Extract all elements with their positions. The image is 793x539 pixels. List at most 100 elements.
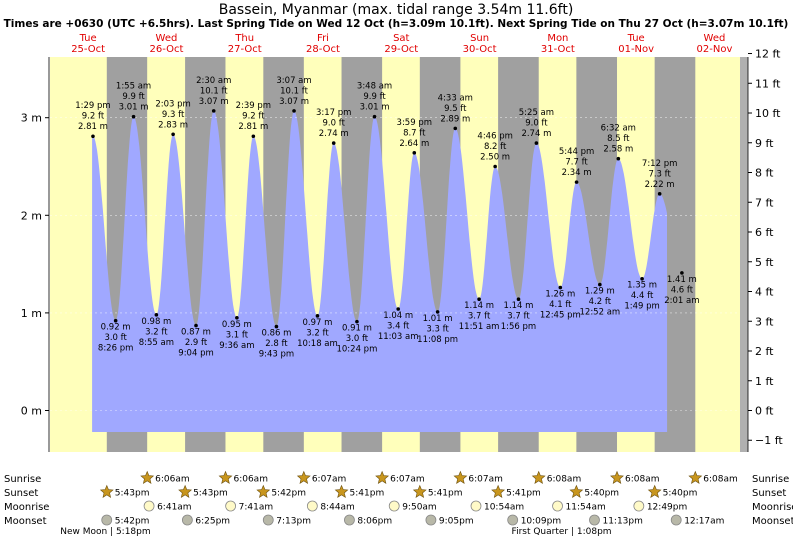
high-tide-m: 2.22 m — [645, 180, 675, 190]
low-tide-time: 8:26 pm — [98, 344, 133, 354]
right-tick-label: 0 ft — [755, 405, 774, 418]
high-tide-m: 2.34 m — [562, 168, 592, 178]
sun-star-icon — [531, 470, 546, 484]
high-tide-m: 2.89 m — [440, 114, 470, 124]
astro-time: 9:05pm — [439, 517, 474, 527]
sun-star-icon — [256, 484, 271, 498]
day-date: 02-Nov — [697, 44, 733, 55]
low-tide-dot — [274, 324, 279, 329]
high-tide-time: 2:39 pm — [236, 101, 271, 111]
left-tick-label: 0 m — [21, 405, 42, 418]
sun-star-icon — [375, 470, 390, 484]
tide-curve — [92, 110, 668, 433]
astro-time: 6:06am — [233, 475, 267, 485]
low-tide-m: 0.95 m — [222, 320, 252, 330]
high-tide-ft: 9.2 ft — [82, 112, 105, 122]
gridlines — [50, 117, 740, 411]
high-tide-m: 2.83 m — [158, 120, 188, 130]
high-tide-dot — [292, 109, 296, 113]
low-tide-time: 11:51 am — [459, 322, 500, 332]
high-tide-ft: 9.9 ft — [122, 92, 145, 102]
astro-time: 7:41am — [239, 503, 274, 513]
astro-time: 6:41am — [157, 503, 192, 513]
moonset-icon — [181, 514, 193, 526]
astro-rows: Sunrise Sunrise 6:06am 6:06am 6:07am 6:07am 6:… — [4, 470, 793, 537]
low-tide-time: 8:55 am — [139, 338, 174, 348]
high-tide-m: 3.07 m — [279, 97, 309, 107]
right-tick-label: −1 ft — [755, 434, 783, 447]
row-label-right: Sunset — [752, 488, 786, 499]
low-tide-dot — [396, 307, 400, 311]
high-tide-dot — [453, 126, 458, 131]
low-tide-m: 1.29 m — [585, 287, 615, 297]
high-tide-dot — [131, 114, 136, 119]
high-tide-time: 3:59 pm — [397, 118, 432, 128]
tide-labels: 1:29 pm9.2 ft2.81 m0.92 m3.0 ft8:26 pm1:… — [75, 76, 699, 360]
low-tide-ft: 3.4 ft — [387, 321, 410, 331]
astro-time: 6:07am — [312, 475, 347, 485]
row-label-right: Moonset — [752, 516, 793, 527]
high-tide-ft: 8.2 ft — [484, 142, 507, 152]
high-tide-dot — [657, 192, 662, 196]
high-tide-dot — [211, 109, 216, 113]
astro-time: 10:54am — [484, 503, 524, 513]
right-tick-label: 6 ft — [755, 226, 774, 239]
low-tide-time: 10:18 am — [297, 339, 338, 349]
moon-phase-label: First Quarter | 1:08pm — [512, 527, 612, 537]
high-tide-ft: 9.2 ft — [242, 112, 265, 122]
low-tide-ft: 2.8 ft — [265, 339, 288, 349]
high-tide-ft: 9.5 ft — [444, 104, 467, 114]
low-tide-m: 1.14 m — [504, 301, 534, 311]
high-tide-time: 3:17 pm — [316, 108, 351, 118]
low-tide-ft: 3.0 ft — [346, 334, 369, 344]
moonrise-icon — [388, 500, 400, 512]
low-tide-m: 1.26 m — [545, 290, 575, 300]
high-tide-ft: 10.1 ft — [200, 86, 228, 96]
high-tide-m: 3.01 m — [119, 103, 149, 113]
sun-star-icon — [178, 484, 193, 498]
astro-time: 6:07am — [468, 475, 503, 485]
high-tide-time: 3:48 am — [357, 82, 392, 92]
sun-star-icon — [610, 470, 624, 484]
axes: Tue25-OctWed26-OctThu27-OctFri28-OctSat2… — [21, 33, 783, 452]
day-date: 28-Oct — [306, 44, 340, 55]
astro-time: 5:40pm — [584, 489, 619, 499]
day-name: Tue — [627, 33, 645, 44]
day-date: 29-Oct — [384, 44, 418, 55]
moonset-icon — [425, 514, 437, 526]
moonset-icon — [507, 514, 519, 526]
astro-time: 5:42pm — [115, 517, 150, 527]
low-tide-dot — [355, 319, 359, 324]
high-tide-dot — [251, 134, 256, 139]
astro-time: 5:40pm — [663, 489, 698, 499]
low-tide-m: 0.86 m — [261, 329, 291, 339]
moonset-icon — [344, 514, 355, 526]
chart-title: Bassein, Myanmar (max. tidal range 3.54m… — [219, 2, 574, 18]
low-tide-ft: 4.6 ft — [671, 285, 694, 295]
high-tide-m: 2.81 m — [78, 122, 108, 132]
day-name: Mon — [547, 33, 568, 44]
low-tide-m: 1.41 m — [667, 275, 697, 285]
moonrise-icon — [306, 500, 318, 512]
sun-star-icon — [647, 484, 662, 498]
low-tide-ft: 3.7 ft — [468, 312, 491, 322]
left-tick-label: 3 m — [21, 112, 42, 125]
high-tide-dot — [171, 132, 175, 137]
low-tide-ft: 4.1 ft — [549, 300, 572, 310]
astro-time: 5:41pm — [506, 489, 541, 499]
low-tide-dot — [154, 313, 159, 317]
day-name: Fri — [317, 33, 329, 44]
high-tide-ft: 9.9 ft — [363, 92, 386, 102]
astro-time: 7:13pm — [276, 517, 311, 527]
right-tick-label: 8 ft — [755, 167, 774, 180]
low-tide-m: 1.04 m — [383, 311, 413, 321]
low-tide-dot — [477, 297, 481, 302]
sun-star-icon — [334, 484, 349, 498]
low-tide-ft: 3.1 ft — [226, 330, 249, 340]
high-tide-dot — [412, 151, 417, 155]
high-tide-time: 2:30 am — [196, 76, 231, 86]
astro-time: 12:17am — [684, 517, 724, 527]
moonset-icon — [101, 514, 113, 526]
high-tide-ft: 9.0 ft — [323, 119, 346, 129]
